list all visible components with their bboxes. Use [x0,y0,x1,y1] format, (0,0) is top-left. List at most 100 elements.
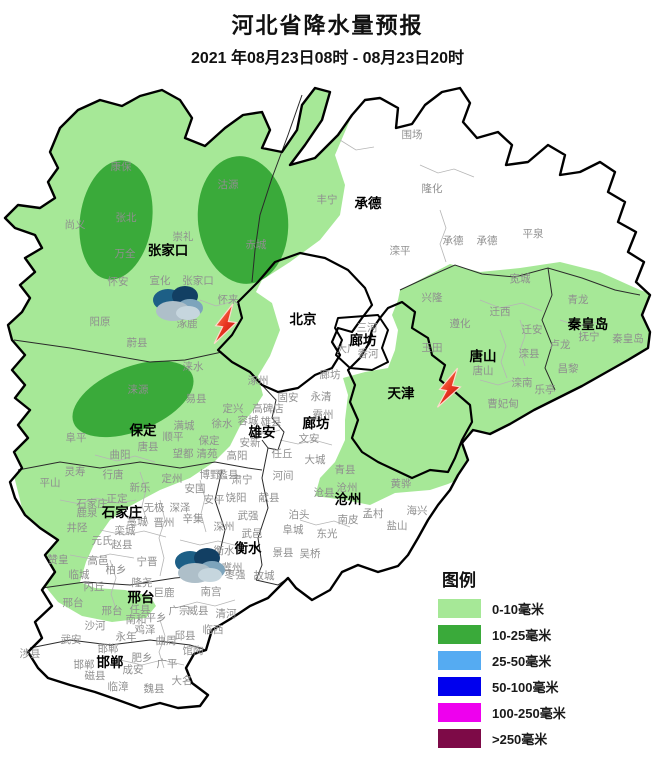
county-label: 成安 [123,663,144,676]
county-label: 邢台 [102,604,123,617]
county-label: 广宗 [169,604,190,617]
county-label: 无极 [144,501,165,514]
county-label: 沧州 [337,481,358,494]
county-label: 新乐 [130,481,151,494]
county-label: 滦南 [512,376,533,389]
county-label: 平乡 [146,612,167,624]
county-label: 献县 [259,491,280,504]
legend-swatch [438,651,481,670]
city-label: 雄安 [248,424,276,440]
county-label: 大城 [305,453,326,466]
legend-label: 50-100毫米 [492,680,559,695]
county-label: 广平 [157,658,178,670]
county-label: 平泉 [523,227,544,240]
precip-region-dark-southwest [72,360,194,438]
county-label: 大厂 [337,342,358,355]
county-label: 玉田 [422,342,443,354]
tianjin-border [346,300,474,480]
county-label: 任丘 [272,447,293,460]
county-label: 曲阳 [110,449,131,461]
county-label: 大名 [172,674,193,687]
county-label: 满城 [174,420,195,432]
county-label: 沧县 [314,486,335,499]
county-label: 崇礼 [173,230,194,243]
legend-row: 10-25毫米 [438,625,652,644]
county-label: 徐水 [212,417,233,430]
county-label: 南和 [126,613,147,626]
county-label: 隆化 [422,182,443,195]
county-label: 赞皇 [48,553,69,566]
county-label: 雄县 [261,415,282,428]
county-label: 涞水 [183,361,204,373]
county-label: 曹妃甸 [487,397,519,410]
county-label: 容城 [238,414,259,427]
county-label: 内丘 [84,580,105,593]
city-label: 邢台 [128,589,155,605]
county-label: 海兴 [407,504,428,517]
county-label: 沽源 [218,178,239,191]
county-label: 宽城 [510,272,531,285]
city-label: 石家庄 [101,504,143,520]
county-label: 武安 [61,633,82,646]
county-label: 涿鹿 [177,317,198,330]
county-label: 怀安 [108,275,129,288]
city-label: 廊坊 [350,332,377,348]
beijing-border [216,251,374,394]
legend-swatch [438,677,481,696]
county-label: 滦平 [390,244,411,257]
county-label: 元氏 [92,535,113,547]
county-label: 抚宁 [579,330,600,343]
county-label: 青县 [335,463,356,476]
city-label: 唐山 [470,348,497,364]
county-label: 磁县 [85,669,106,682]
county-label: 深州 [214,521,235,533]
county-label: 秦皇岛 [612,332,644,345]
county-label: 万全 [115,247,136,260]
county-label: 张家口 [182,274,214,287]
county-label: 怀来 [218,294,239,306]
city-label: 廊坊 [303,415,330,431]
county-label: 巨鹿 [154,586,175,599]
legend-label: 100-250毫米 [492,706,566,721]
county-label: 肃宁 [232,473,253,486]
county-label: 赤城 [246,239,267,251]
county-label: 临漳 [108,680,129,693]
county-label: 临西 [203,623,224,636]
county-label: 定兴 [223,402,244,415]
county-label: 三河 [357,322,378,334]
county-label: 行唐 [103,468,124,481]
county-label: 尚义 [65,218,86,231]
legend-label: 0-10毫米 [492,602,545,617]
legend-swatch [438,703,481,722]
county-label: 井陉 [67,521,88,534]
precip-region-dark-north [197,156,289,284]
city-label: 秦皇岛 [567,316,609,332]
county-label: 乐亭 [535,383,556,396]
county-boundaries [59,139,599,669]
county-label: 定州 [162,472,183,485]
langfang-enclave-border [334,314,389,371]
county-label: 香河 [358,348,379,360]
county-label: 高碑店 [252,402,284,415]
county-label: 石家庄 [76,497,108,510]
county-label: 盐山 [387,519,408,532]
county-label: 保定 [199,434,220,447]
legend-title: 图例 [442,571,476,590]
county-label: 廊坊 [320,368,341,381]
county-label: 鸡泽 [135,623,156,636]
county-label: 永清 [311,390,332,403]
county-label: 阜城 [283,523,304,536]
county-label: 围场 [402,128,423,141]
county-label: 清苑 [197,447,218,460]
city-label: 沧州 [335,491,362,507]
city-label: 衡水 [235,540,262,556]
county-label: 承德 [443,234,464,247]
county-label: 赵县 [112,538,133,551]
county-label: 泊头 [289,509,310,521]
county-label: 故城 [254,569,275,582]
county-label: 阜平 [66,431,87,444]
precip-region-dark-northwest [79,160,153,280]
county-label: 卢龙 [550,338,571,351]
county-label: 迁西 [490,306,511,318]
